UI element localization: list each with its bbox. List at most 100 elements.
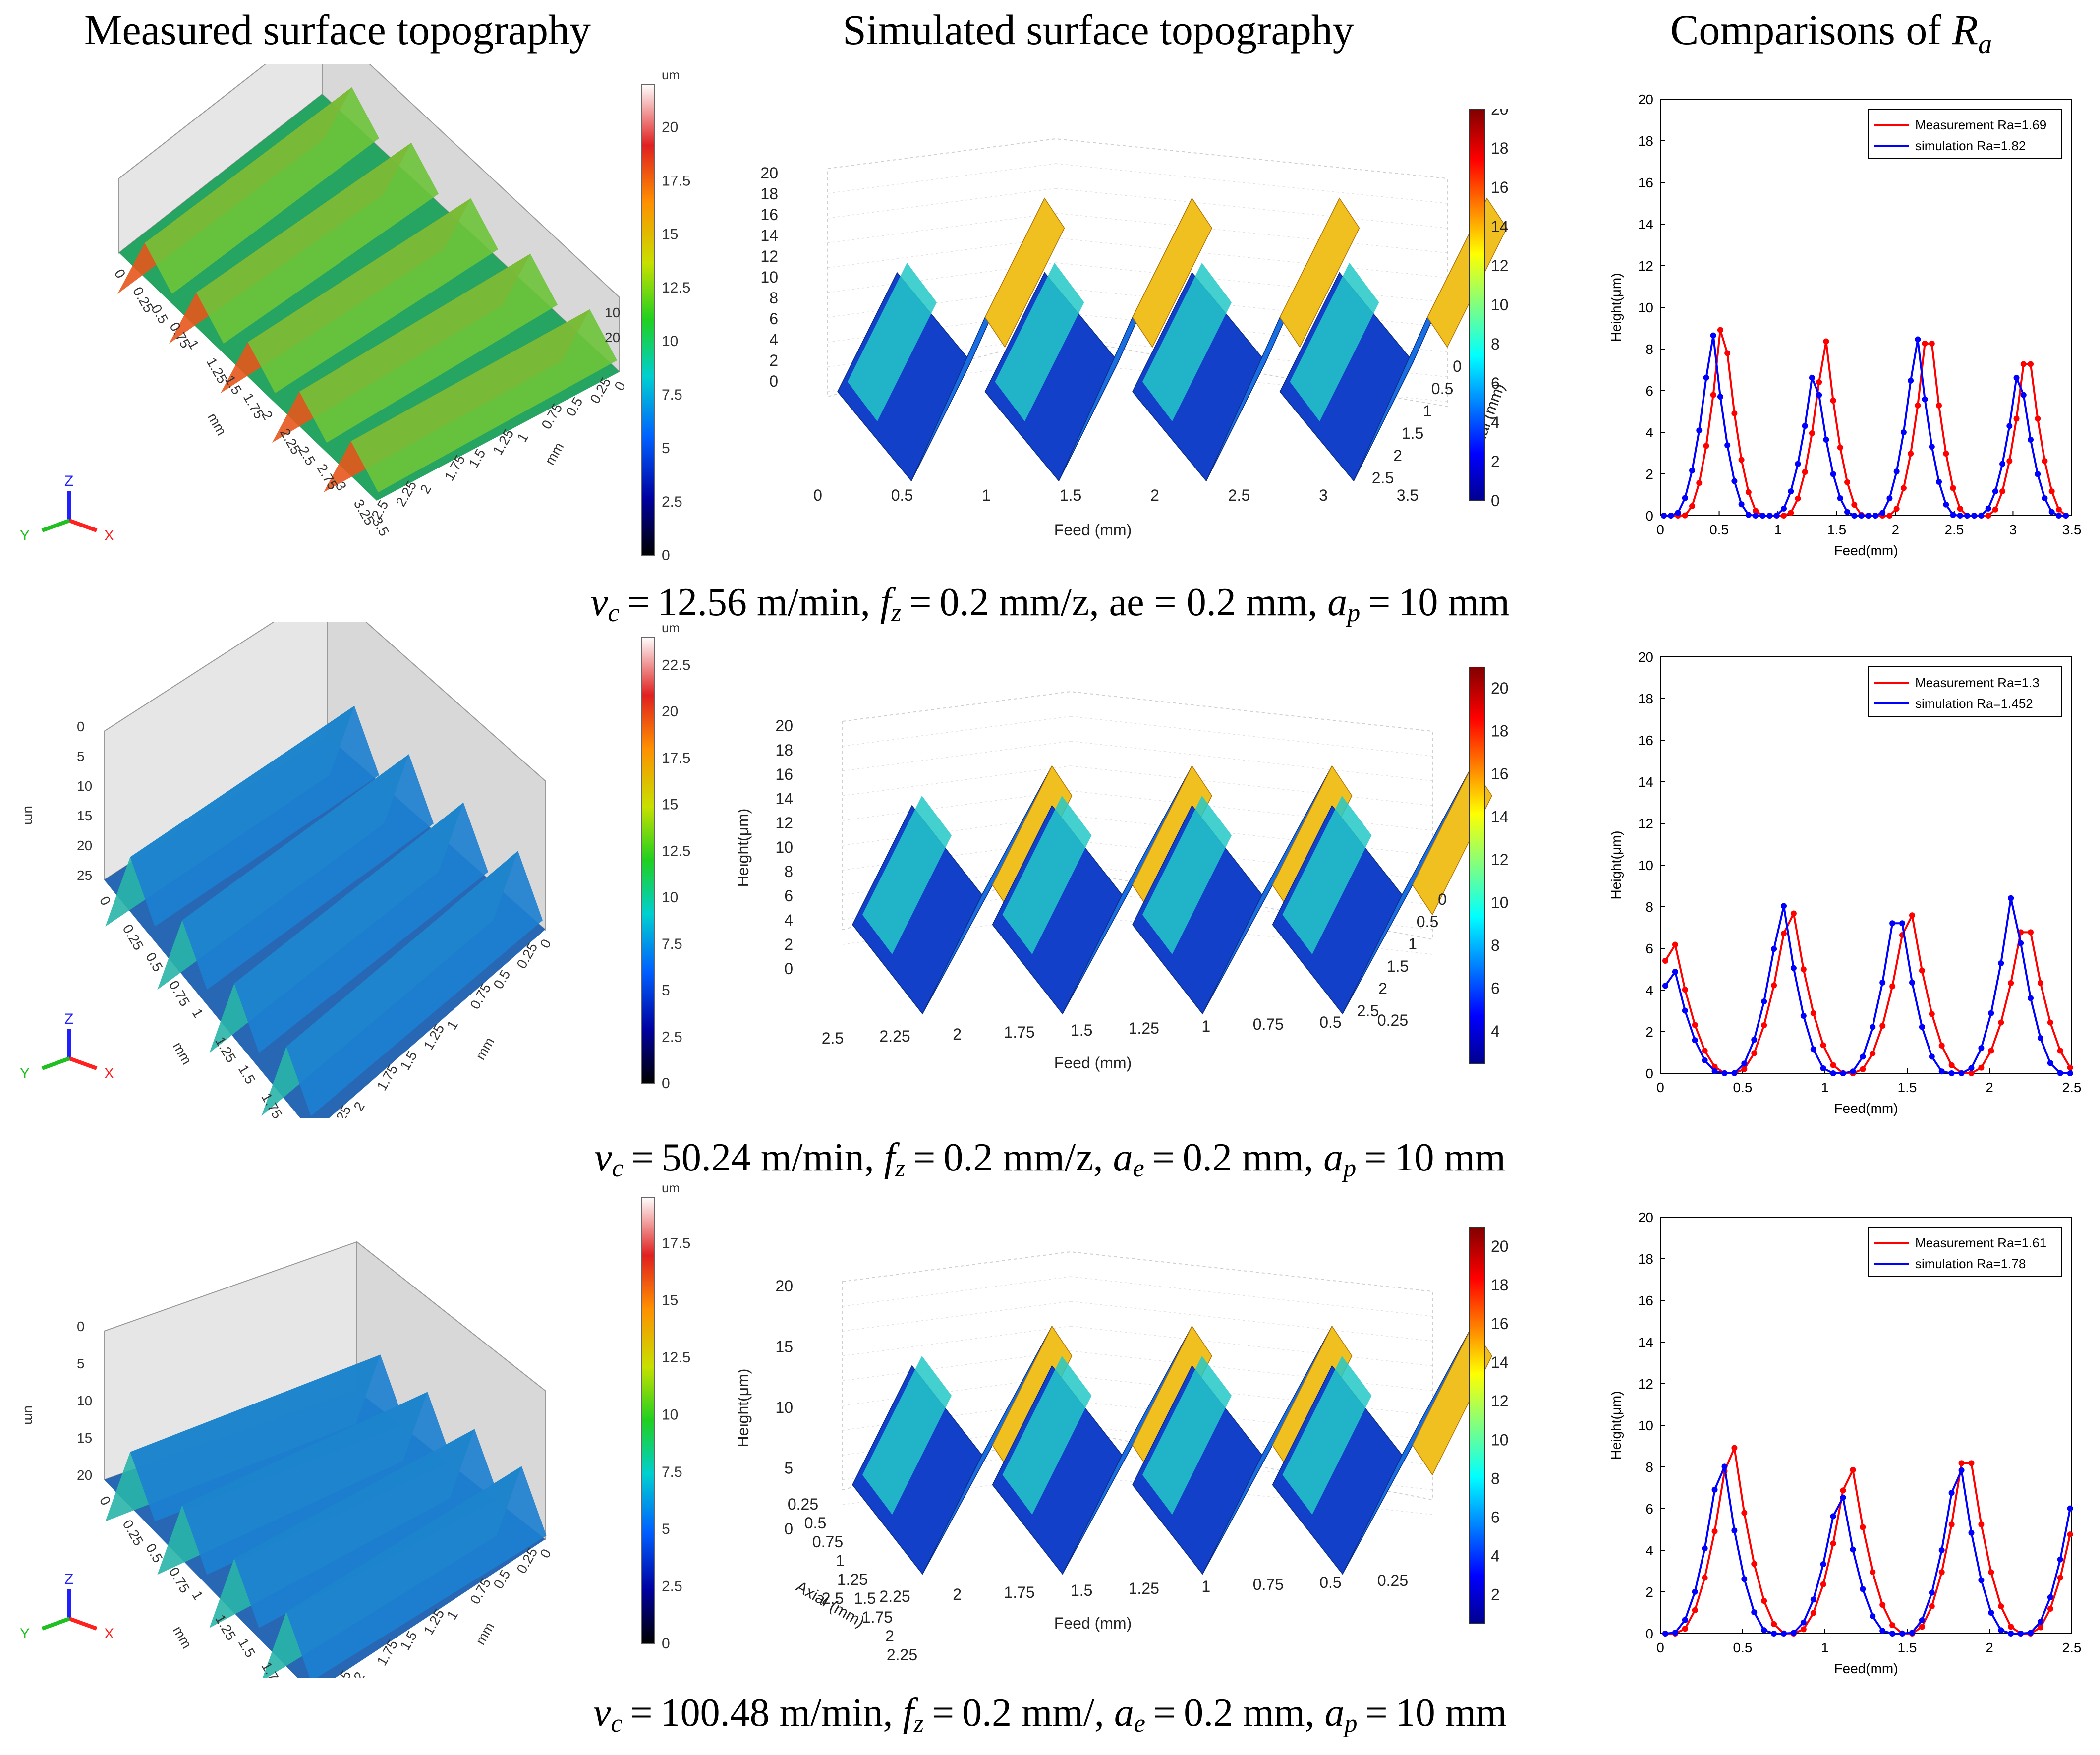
z-tick-label: 10 xyxy=(775,1399,793,1416)
colorbar-tick: 20 xyxy=(662,119,678,135)
series-point-measurement xyxy=(2047,1019,2053,1026)
series-point-simulation xyxy=(1731,478,1738,484)
axial-unit-label: mm xyxy=(472,1035,497,1062)
axial-tick-label: 2 xyxy=(1393,447,1402,465)
series-point-measurement xyxy=(1908,451,1914,457)
feed-unit-label: mm xyxy=(205,410,229,438)
series-point-simulation xyxy=(1753,513,1759,519)
grid-line xyxy=(1070,716,1433,757)
series-point-measurement xyxy=(1810,1010,1816,1016)
axial-tick-label: 2 xyxy=(1378,980,1387,997)
feed-tick-label: 1.75 xyxy=(1004,1583,1035,1601)
grid-line xyxy=(842,840,1071,871)
grid-line xyxy=(827,262,1056,293)
ridge-side xyxy=(145,87,379,294)
colorbar-tick: 17.5 xyxy=(662,750,690,766)
colorbar-tick: 14 xyxy=(1491,218,1509,235)
feed-tick-label: 1 xyxy=(189,1588,206,1603)
axial-tick-label: 2 xyxy=(417,482,434,496)
series-point-simulation xyxy=(1761,998,1767,1005)
y-tick-label: 14 xyxy=(1638,217,1653,232)
triad-z-label: Z xyxy=(64,1571,73,1587)
colorbar-tick: 12.5 xyxy=(662,1349,690,1366)
ridge-side xyxy=(196,143,439,344)
series-point-measurement xyxy=(1830,1540,1836,1547)
feed-tick-label: 0.75 xyxy=(1253,1576,1284,1593)
series-point-simulation xyxy=(1968,1065,1975,1071)
grid-line xyxy=(1055,237,1448,278)
x-tick-label: 2 xyxy=(1986,1080,1993,1095)
measured-topography-row-2: 00.250.50.7511.251.51.7522.252.52.2521.7… xyxy=(20,622,554,1118)
x-tick-label: 1 xyxy=(1774,522,1782,537)
colorbar-unit: um xyxy=(662,622,680,635)
y-tick-label: 14 xyxy=(1638,774,1653,790)
series-point-measurement xyxy=(1889,983,1896,990)
colorbar-tick: 20 xyxy=(1491,109,1509,118)
series-point-simulation xyxy=(1741,1576,1748,1582)
colorbar-tick: 10 xyxy=(662,333,678,350)
series-point-measurement xyxy=(2057,1575,2063,1581)
series-point-simulation xyxy=(2067,1070,2073,1076)
series-point-simulation xyxy=(1816,392,1822,398)
series-point-simulation xyxy=(1899,1631,1906,1637)
title-comparison-symbol: R xyxy=(1952,6,1979,54)
colorbar-tick: 10 xyxy=(662,1406,678,1423)
series-point-measurement xyxy=(1837,444,1843,451)
series-point-simulation xyxy=(1978,512,1985,519)
series-point-simulation xyxy=(2057,1556,2063,1563)
series-point-measurement xyxy=(1957,506,1963,512)
z-tick-label: 0 xyxy=(784,1520,793,1538)
title-comparison-prefix: Comparisons of xyxy=(1670,6,1952,54)
z-tick-label: 10 xyxy=(77,1393,92,1408)
simulated-colorbar-row-3: 20 18 16 14 12 10 8 6 4 2 xyxy=(1469,1227,1509,1624)
colorbar-tick: 10 xyxy=(662,889,678,906)
caption-ae: 0.2 xyxy=(1186,581,1236,624)
feed-tick-label: 0.75 xyxy=(1253,1015,1284,1033)
series-point-measurement xyxy=(1999,488,2006,495)
series-point-simulation xyxy=(1741,1060,1748,1067)
axial-tick-label: 1 xyxy=(444,1608,461,1622)
triad-y-axis xyxy=(41,1617,70,1631)
z-tick-label: 0 xyxy=(784,960,793,978)
series-point-simulation xyxy=(1948,1490,1955,1496)
series-point-simulation xyxy=(1958,1467,1965,1473)
series-point-measurement xyxy=(1919,1624,1925,1630)
axial-tick-label: 1.75 xyxy=(862,1608,893,1626)
series-point-simulation xyxy=(2037,1619,2043,1625)
ridge-side xyxy=(182,1392,453,1575)
series-point-simulation xyxy=(1909,979,1915,986)
series-point-simulation xyxy=(2008,895,2014,901)
colorbar xyxy=(1469,1227,1485,1624)
series-line-simulation xyxy=(1664,335,2066,517)
grid-line xyxy=(827,237,1056,268)
series-point-simulation xyxy=(1766,513,1773,519)
series-point-simulation xyxy=(1929,444,1935,450)
grid-line xyxy=(827,163,1056,194)
series-point-measurement xyxy=(1771,1621,1777,1627)
triad-z-label: Z xyxy=(64,1011,73,1027)
feed-tick-label: 0.75 xyxy=(166,1565,193,1596)
axial-tick-label: 0 xyxy=(611,379,628,393)
series-point-measurement xyxy=(1717,327,1723,333)
series-point-simulation xyxy=(1830,471,1836,477)
y-axis-label: Height(μm) xyxy=(1608,1391,1624,1460)
axial-tick-label: 0 xyxy=(537,1546,554,1561)
caption-ae-label: ae xyxy=(1109,581,1144,624)
x-tick-label: 1 xyxy=(1821,1640,1829,1655)
x-tick-label: 1.5 xyxy=(1827,522,1846,537)
series-point-measurement xyxy=(1936,402,1942,409)
x-tick-label: 0.5 xyxy=(1733,1080,1753,1095)
z-tick-label: 0 xyxy=(769,372,778,390)
colorbar-tick: 12.5 xyxy=(662,280,690,296)
z-tick-label: 2 xyxy=(784,936,793,953)
series-point-simulation xyxy=(1820,1065,1826,1071)
feed-tick-label: 0.25 xyxy=(1377,1011,1408,1029)
series-point-measurement xyxy=(1689,503,1696,509)
series-point-simulation xyxy=(1998,960,2004,966)
y-tick-label: 4 xyxy=(1646,425,1653,440)
colorbar-tick: 6 xyxy=(1491,374,1500,392)
series-point-measurement xyxy=(1968,1460,1975,1466)
colorbar xyxy=(1469,109,1485,501)
colorbar-tick: 15 xyxy=(662,1292,678,1309)
grid-line xyxy=(1055,188,1448,229)
